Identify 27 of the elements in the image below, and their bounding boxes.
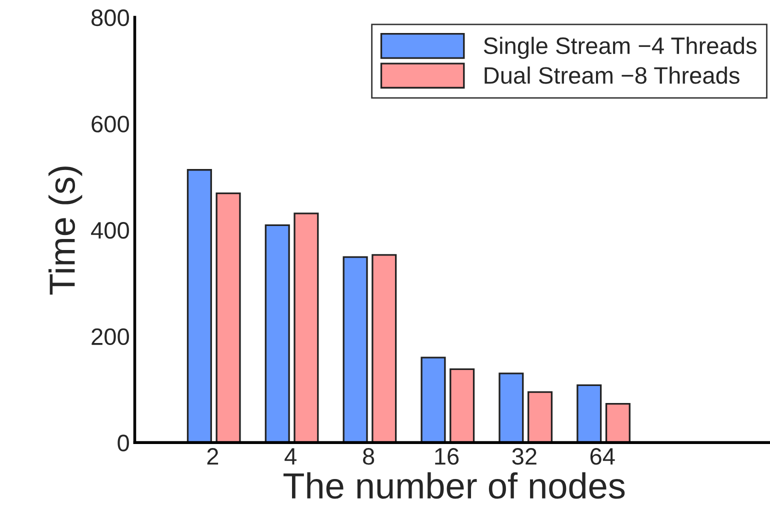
bar (186, 169, 212, 443)
x-tick-label: 4 (284, 448, 297, 465)
y-axis-title: Time (s) (48, 166, 82, 295)
x-tick-label: 2 (207, 448, 218, 465)
legend-label: Dual Stream −8 Threads (484, 66, 740, 84)
x-axis-title: The number of nodes (283, 472, 625, 499)
bar (372, 254, 397, 443)
y-tick-label: 800 (92, 9, 129, 26)
bar (216, 192, 241, 443)
x-tick-label: 64 (590, 448, 615, 465)
bar (450, 368, 475, 443)
x-tick-label: 32 (512, 448, 536, 465)
bar (264, 224, 290, 443)
y-tick-label: 600 (92, 116, 129, 132)
bar (420, 356, 446, 443)
x-tick-label: 8 (363, 448, 374, 465)
bar (498, 372, 524, 443)
x-tick-label: 16 (435, 448, 459, 465)
y-tick-label: 0 (118, 434, 129, 452)
bar (576, 384, 602, 443)
y-tick-label: 200 (92, 328, 129, 346)
bar (342, 256, 368, 443)
bar (605, 402, 630, 443)
bar (294, 212, 319, 443)
y-tick-label: 400 (91, 222, 129, 239)
legend-label: Single Stream −4 Threads (484, 36, 756, 59)
bar (528, 391, 553, 443)
